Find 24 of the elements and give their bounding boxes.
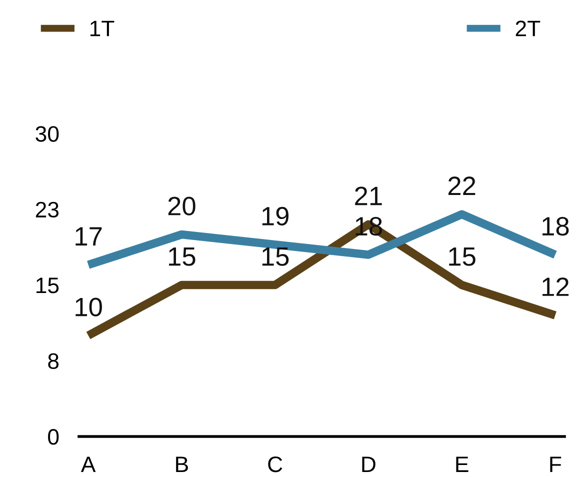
x-tick-label: E (456, 456, 468, 472)
y-tick-label: 0 (48, 428, 59, 445)
x-tick-label: C (268, 456, 282, 472)
y-tick-label: 23 (36, 202, 59, 218)
legend-label: 2T (516, 20, 540, 36)
x-tick-label: B (176, 456, 188, 472)
data-label: 21 (355, 186, 382, 206)
data-label: 15 (169, 247, 196, 266)
y-tick-label: 15 (36, 278, 59, 294)
y-tick-label: 30 (36, 126, 59, 142)
data-label: 12 (542, 278, 569, 296)
x-tick-label: A (80, 456, 96, 472)
data-label: 15 (449, 247, 476, 266)
data-label: 15 (262, 247, 289, 266)
data-label: 22 (448, 176, 476, 195)
x-tick-label: D (362, 456, 376, 472)
data-label: 17 (76, 227, 102, 246)
data-label: 19 (262, 206, 288, 226)
data-label: 20 (168, 196, 196, 216)
legend-label: 1T (90, 20, 114, 36)
x-tick-label: F (550, 456, 562, 472)
data-label: 10 (76, 298, 102, 316)
y-tick-label: 8 (48, 353, 59, 369)
data-label: 18 (542, 216, 569, 236)
